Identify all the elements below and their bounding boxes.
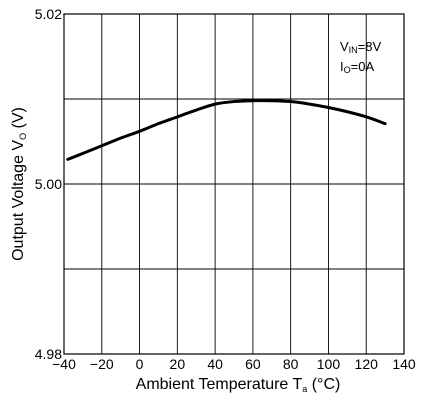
tick-labels: −40 −20 0 20 40 60 80 100 120 140 5.02 5.00 4.98 <box>35 6 416 372</box>
x-tick-label: −20 <box>90 356 114 372</box>
annotation-io: IO=0A <box>340 59 374 75</box>
x-tick-label: 60 <box>245 356 261 372</box>
y-axis-label: Output Voltage VO (V) <box>10 107 28 261</box>
y-tick-label: 5.00 <box>35 176 62 192</box>
grid-lines <box>64 14 404 354</box>
y-tick-label: 4.98 <box>35 346 62 362</box>
x-tick-label: 0 <box>136 356 144 372</box>
x-tick-label: 140 <box>392 356 416 372</box>
output-voltage-curve <box>66 99 387 161</box>
x-tick-label: −40 <box>52 356 76 372</box>
series-layer <box>66 99 387 161</box>
x-axis-label: Ambient Temperature Ta (°C) <box>136 376 341 394</box>
x-tick-label: 40 <box>207 356 223 372</box>
plot-frame <box>63 13 405 355</box>
x-tick-label: 80 <box>283 356 299 372</box>
annotation-vin: VIN=8V <box>340 39 381 55</box>
x-tick-label: 20 <box>170 356 186 372</box>
y-tick-label: 5.02 <box>35 6 62 22</box>
x-tick-label: 100 <box>317 356 341 372</box>
x-tick-label: 120 <box>355 356 379 372</box>
